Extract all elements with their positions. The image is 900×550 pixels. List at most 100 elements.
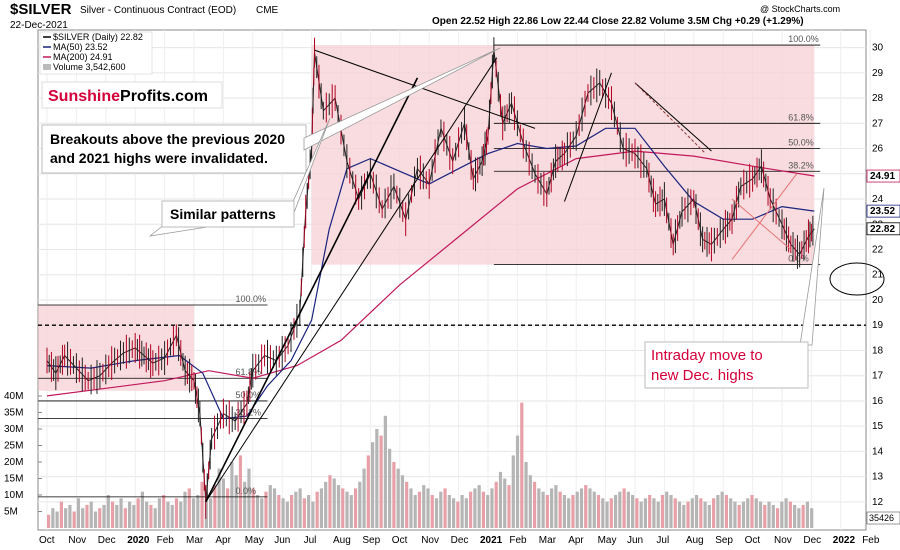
volume-bar-97 xyxy=(460,495,464,528)
volume-bar-17 xyxy=(119,498,123,528)
volume-tick-label-3: 20M xyxy=(4,457,23,468)
volume-bar-66 xyxy=(328,475,332,528)
volume-bar-21 xyxy=(136,498,140,528)
volume-bar-179 xyxy=(810,508,814,528)
volume-bar-50 xyxy=(260,498,264,528)
volume-bar-113 xyxy=(528,475,532,528)
x-tick-label-8: Jun xyxy=(274,535,290,546)
volume-bar-140 xyxy=(643,498,648,528)
level-marker-ellipse xyxy=(829,262,885,296)
volume-bar-57 xyxy=(289,495,294,528)
volume-bar-129 xyxy=(596,495,601,528)
volume-bar-176 xyxy=(797,508,801,528)
volume-bar-149 xyxy=(682,504,686,528)
volume-bar-83 xyxy=(400,475,405,528)
volume-bar-125 xyxy=(579,488,584,528)
x-tick-label-2: Dec xyxy=(98,535,116,546)
volume-bar-20 xyxy=(132,504,136,528)
volume-bar-22 xyxy=(140,491,144,528)
volume-bar-171 xyxy=(775,508,780,528)
volume-bar-94 xyxy=(447,495,451,528)
volume-bar-135 xyxy=(622,488,626,528)
volume-bar-23 xyxy=(145,501,149,528)
volume-bar-143 xyxy=(656,501,660,528)
volume-bar-47 xyxy=(247,468,251,528)
x-tick-label-20: Jun xyxy=(627,535,643,546)
volume-bar-82 xyxy=(396,468,400,528)
volume-bar-76 xyxy=(370,442,375,528)
fib-label-6: 61.8% xyxy=(236,367,262,377)
legend-item-ma200: MA(200) 24.91 xyxy=(53,52,113,62)
volume-bar-16 xyxy=(115,504,119,528)
y-tick-label-15: 27 xyxy=(872,118,884,129)
volume-bar-70 xyxy=(345,491,349,528)
volume-bar-52 xyxy=(268,485,272,528)
volume-bar-147 xyxy=(673,498,677,528)
volume-bar-102 xyxy=(481,491,486,528)
legend: $SILVER (Daily) 22.82 MA(50) 23.52 MA(20… xyxy=(39,31,153,75)
volume-bar-72 xyxy=(353,488,358,528)
volume-bar-1 xyxy=(51,508,55,528)
intraday-text-line2: new Dec. highs xyxy=(651,367,754,384)
volume-tick-label-4: 25M xyxy=(4,441,23,452)
volume-bar-158 xyxy=(720,491,724,528)
trend-line-summer xyxy=(634,82,712,152)
y-tick-label-17: 29 xyxy=(872,68,884,79)
volume-bar-92 xyxy=(439,491,443,528)
volume-bar-163 xyxy=(741,501,746,528)
volume-tick-label-5: 30M xyxy=(4,424,23,435)
volume-bar-38 xyxy=(208,498,213,528)
volume-bar-74 xyxy=(362,468,366,528)
volume-bar-87 xyxy=(417,491,422,528)
volume-bar-61 xyxy=(307,495,311,528)
fibonacci-levels: 100.0%61.8%50.0%38.2%0.0%100.0%61.8%50.0… xyxy=(38,34,866,498)
y-tick-label-9: 21 xyxy=(872,270,884,281)
volume-bar-112 xyxy=(524,462,528,528)
volume-bar-37 xyxy=(204,491,208,528)
volume-bar-170 xyxy=(771,504,775,528)
volume-bar-134 xyxy=(618,491,622,528)
volume-bar-122 xyxy=(567,498,571,528)
legend-item-volume: Volume 3,542,600 xyxy=(53,62,126,72)
volume-bar-150 xyxy=(686,501,690,528)
volume-bar-68 xyxy=(336,485,341,528)
volume-bar-63 xyxy=(315,491,319,528)
breakout-text-line2: and 2021 highs were invalidated. xyxy=(50,150,268,166)
y-tick-label-5: 17 xyxy=(872,371,884,382)
volume-bar-39 xyxy=(213,485,217,528)
volume-bar-161 xyxy=(733,501,737,528)
volume-bar-69 xyxy=(341,488,345,528)
volume-bar-41 xyxy=(221,478,225,528)
volume-bar-141 xyxy=(648,495,652,528)
y-tick-label-4: 16 xyxy=(872,396,884,407)
y-tick-label-8: 20 xyxy=(872,295,884,306)
volume-bar-8 xyxy=(81,508,85,528)
volume-bar-4 xyxy=(64,508,68,528)
volume-bar-51 xyxy=(264,491,268,528)
volume-bar-55 xyxy=(281,498,285,528)
volume-bar-148 xyxy=(677,501,682,528)
volume-bar-109 xyxy=(511,455,515,528)
volume-bar-160 xyxy=(729,498,733,528)
volume-bar-36 xyxy=(200,481,204,528)
volume-bar-2 xyxy=(55,511,59,528)
volume-bar-146 xyxy=(669,495,673,528)
stockcharts-watermark: @ StockCharts.com xyxy=(760,4,840,14)
volume-bar-84 xyxy=(405,481,409,528)
fib-label-3: 38.2% xyxy=(788,160,814,170)
volume-bar-166 xyxy=(754,498,758,528)
y-tick-label-10: 22 xyxy=(872,244,884,255)
fib-label-4: 0.0% xyxy=(788,254,809,264)
chart-symbol: $SILVER xyxy=(10,1,72,18)
volume-bar-79 xyxy=(383,415,387,528)
x-tick-label-17: Mar xyxy=(539,535,557,546)
y-tick-label-16: 28 xyxy=(872,93,884,104)
volume-bar-126 xyxy=(584,485,588,528)
y-tick-label-14: 26 xyxy=(872,144,884,155)
volume-bar-130 xyxy=(601,498,605,528)
volume-bar-67 xyxy=(332,478,336,528)
volume-bar-152 xyxy=(694,495,699,528)
volume-bar-49 xyxy=(255,495,260,528)
y-tick-label-6: 18 xyxy=(872,345,884,356)
y-tick-label-2: 14 xyxy=(872,446,884,457)
